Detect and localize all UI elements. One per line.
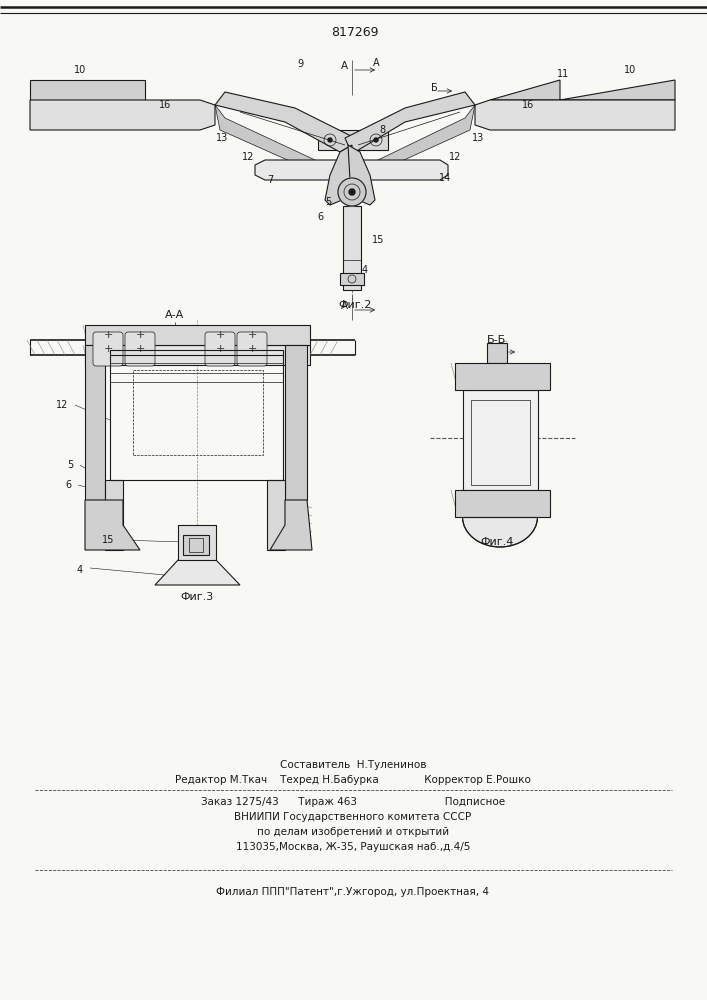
Text: 6: 6 xyxy=(317,212,323,222)
Polygon shape xyxy=(215,105,315,170)
Text: 13: 13 xyxy=(472,133,484,143)
Polygon shape xyxy=(362,160,448,180)
Bar xyxy=(178,525,216,560)
Polygon shape xyxy=(155,560,240,585)
Polygon shape xyxy=(215,92,355,152)
Bar xyxy=(463,390,538,490)
Text: 12: 12 xyxy=(242,152,255,162)
Text: 13: 13 xyxy=(216,133,228,143)
Text: 6: 6 xyxy=(65,480,71,490)
Text: Б-Б: Б-Б xyxy=(487,335,507,345)
Bar xyxy=(105,480,123,550)
Text: 15: 15 xyxy=(372,235,384,245)
Bar xyxy=(110,350,283,480)
Polygon shape xyxy=(462,517,537,547)
Bar xyxy=(85,325,310,345)
Polygon shape xyxy=(348,145,375,205)
Text: 4: 4 xyxy=(362,265,368,275)
Text: 12: 12 xyxy=(56,400,68,410)
Polygon shape xyxy=(270,500,312,550)
Bar xyxy=(455,363,550,390)
Text: 10: 10 xyxy=(74,65,86,75)
Text: 4: 4 xyxy=(77,565,83,575)
Circle shape xyxy=(328,138,332,142)
Text: 14: 14 xyxy=(439,173,451,183)
Text: 10: 10 xyxy=(624,65,636,75)
FancyBboxPatch shape xyxy=(205,332,235,366)
Bar xyxy=(285,345,307,500)
Text: 9: 9 xyxy=(297,59,303,69)
Text: 11: 11 xyxy=(557,69,569,79)
Text: +: + xyxy=(103,330,112,340)
FancyBboxPatch shape xyxy=(237,332,267,366)
Bar xyxy=(471,400,530,485)
Text: +: + xyxy=(247,344,257,354)
Text: +: + xyxy=(135,330,145,340)
Circle shape xyxy=(374,138,378,142)
Bar xyxy=(189,538,203,552)
Polygon shape xyxy=(345,92,475,152)
Text: 817269: 817269 xyxy=(332,25,379,38)
Text: 5: 5 xyxy=(67,460,73,470)
Polygon shape xyxy=(255,160,340,180)
Text: +: + xyxy=(135,344,145,354)
Text: 16: 16 xyxy=(159,100,171,110)
Text: 7: 7 xyxy=(267,175,273,185)
Text: 8: 8 xyxy=(379,125,385,135)
Text: +: + xyxy=(247,330,257,340)
Text: +: + xyxy=(216,344,225,354)
Text: Заказ 1275/43      Тираж 463                           Подписное: Заказ 1275/43 Тираж 463 Подписное xyxy=(201,797,505,807)
Bar xyxy=(455,490,550,517)
Text: 16: 16 xyxy=(522,100,534,110)
Text: А-А: А-А xyxy=(165,310,185,320)
Polygon shape xyxy=(30,100,215,130)
Text: 12: 12 xyxy=(449,152,461,162)
Polygon shape xyxy=(30,80,145,100)
Text: Филиал ППП"Патент",г.Ужгород, ул.Проектная, 4: Филиал ППП"Патент",г.Ужгород, ул.Проектн… xyxy=(216,887,489,897)
Text: +: + xyxy=(216,330,225,340)
FancyBboxPatch shape xyxy=(93,332,123,366)
Bar xyxy=(343,206,361,290)
Text: Составитель  Н.Туленинов: Составитель Н.Туленинов xyxy=(280,760,426,770)
Text: Фиг.4: Фиг.4 xyxy=(480,537,514,547)
Polygon shape xyxy=(378,105,475,170)
Text: 5: 5 xyxy=(325,197,331,207)
Text: А: А xyxy=(341,301,348,311)
Text: 15: 15 xyxy=(102,535,115,545)
Bar xyxy=(267,480,285,550)
Text: по делам изобретений и открытий: по делам изобретений и открытий xyxy=(257,827,449,837)
Bar xyxy=(85,345,105,500)
Bar xyxy=(487,343,507,363)
Bar xyxy=(133,370,263,455)
Bar xyxy=(318,130,388,150)
Bar xyxy=(183,535,209,555)
Circle shape xyxy=(338,178,366,206)
Text: А: А xyxy=(373,58,380,68)
Text: 113035,Москва, Ж-35, Раушская наб.,д.4/5: 113035,Москва, Ж-35, Раушская наб.,д.4/5 xyxy=(236,842,470,852)
FancyBboxPatch shape xyxy=(125,332,155,366)
Text: Фиг.3: Фиг.3 xyxy=(180,592,214,602)
Text: +: + xyxy=(103,344,112,354)
Polygon shape xyxy=(85,500,140,550)
Text: Б: Б xyxy=(431,83,438,93)
Polygon shape xyxy=(325,145,352,205)
Bar xyxy=(340,273,364,285)
Text: А: А xyxy=(341,61,348,71)
Polygon shape xyxy=(475,100,675,130)
Text: Фиг.2: Фиг.2 xyxy=(339,300,372,310)
Bar xyxy=(85,345,310,365)
Text: ВНИИПИ Государственного комитета СССР: ВНИИПИ Государственного комитета СССР xyxy=(235,812,472,822)
Polygon shape xyxy=(490,80,675,100)
Text: Редактор М.Ткач    Техред Н.Бабурка              Корректор Е.Рошко: Редактор М.Ткач Техред Н.Бабурка Коррект… xyxy=(175,775,531,785)
Circle shape xyxy=(349,189,355,195)
